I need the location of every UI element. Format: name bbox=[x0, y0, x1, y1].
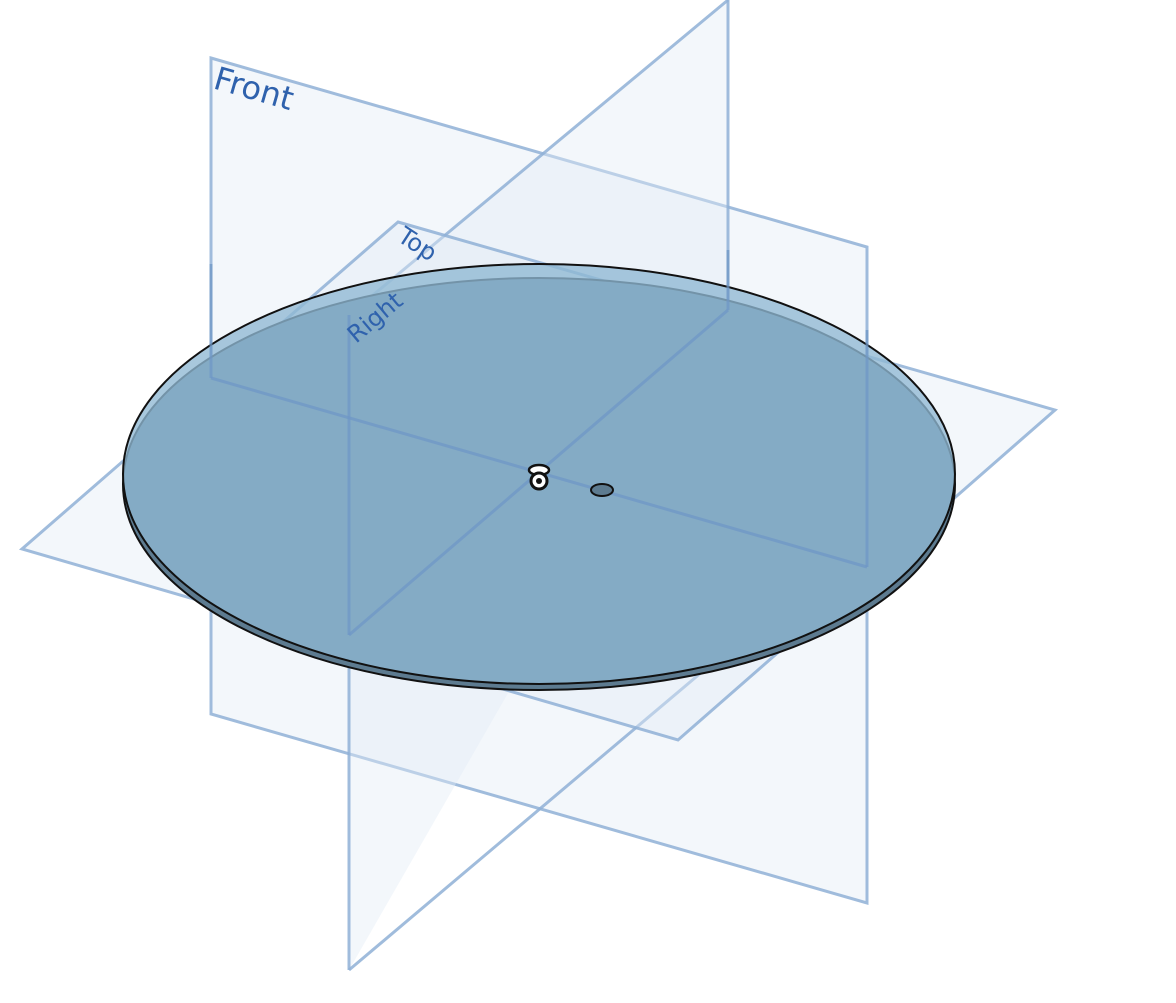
mate-connector-icon[interactable] bbox=[590, 483, 614, 497]
origin-icon[interactable] bbox=[527, 463, 551, 491]
